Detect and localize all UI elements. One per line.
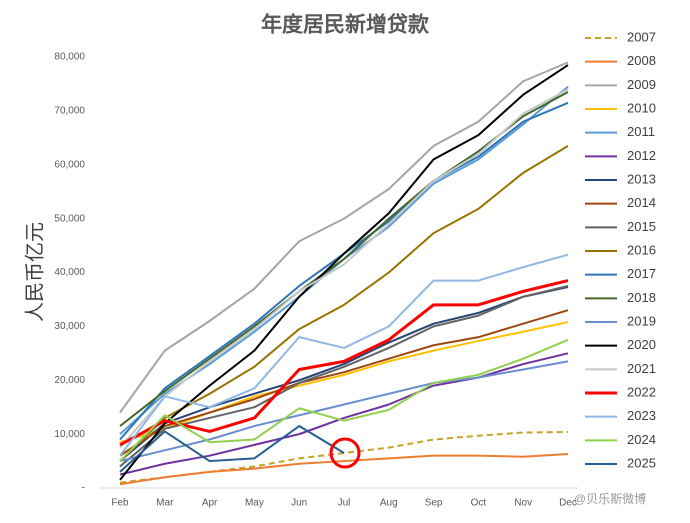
series-line xyxy=(119,88,569,449)
legend-label: 2018 xyxy=(627,290,656,305)
series-line xyxy=(119,253,569,457)
legend-label: 2015 xyxy=(627,219,656,234)
series-line xyxy=(119,425,345,473)
y-tick-label: 20,000 xyxy=(54,375,85,386)
legend-label: 2022 xyxy=(627,384,656,399)
x-tick-label: May xyxy=(245,498,264,509)
x-tick-label: Sep xyxy=(425,498,443,509)
legend-label: 2014 xyxy=(627,195,656,210)
x-tick-label: Oct xyxy=(471,498,487,509)
legend-label: 2012 xyxy=(627,148,656,163)
legend-label: 2023 xyxy=(627,408,656,423)
x-tick-label: Mar xyxy=(156,498,174,509)
x-tick-label: Dec xyxy=(559,498,577,509)
legend-label: 2020 xyxy=(627,337,656,352)
y-tick-label: - xyxy=(82,483,85,494)
series-line xyxy=(119,61,569,414)
legend-label: 2011 xyxy=(627,124,655,139)
series-line xyxy=(119,338,569,462)
x-tick-label: Apr xyxy=(202,498,218,509)
series-line xyxy=(119,309,569,457)
legend-label: 2025 xyxy=(627,455,656,470)
series-line xyxy=(119,145,569,462)
legend-label: 2019 xyxy=(627,313,656,328)
x-tick-label: Nov xyxy=(514,498,532,509)
x-tick-label: Jul xyxy=(338,498,351,509)
legend-label: 2021 xyxy=(627,361,656,376)
watermark: @贝乐斯微博 xyxy=(574,491,646,506)
x-tick-label: Jun xyxy=(291,498,307,509)
y-tick-label: 30,000 xyxy=(54,321,85,332)
x-tick-label: Feb xyxy=(111,498,129,509)
legend-label: 2008 xyxy=(627,53,656,68)
series-line xyxy=(119,352,569,476)
y-tick-label: 70,000 xyxy=(54,106,85,117)
legend-label: 2013 xyxy=(627,171,656,186)
highlight-circle xyxy=(329,437,361,469)
legend-label: 2009 xyxy=(627,77,656,92)
y-tick-label: 50,000 xyxy=(54,213,85,224)
y-tick-label: 10,000 xyxy=(54,429,85,440)
series-line xyxy=(119,453,569,486)
series-line xyxy=(119,279,569,447)
x-tick-label: Aug xyxy=(380,498,398,509)
series-line xyxy=(119,64,569,481)
series-line xyxy=(119,360,569,463)
series-line xyxy=(119,286,569,462)
y-tick-label: 60,000 xyxy=(54,159,85,170)
legend-label: 2016 xyxy=(627,242,656,257)
y-tick-label: 40,000 xyxy=(54,267,85,278)
y-axis-label: 人民币亿元 xyxy=(23,222,46,322)
legend-label: 2017 xyxy=(627,266,656,281)
legend-label: 2007 xyxy=(627,29,656,44)
legend-label: 2010 xyxy=(627,100,656,115)
series-line xyxy=(119,284,569,468)
y-tick-label: 80,000 xyxy=(54,52,85,63)
legend-label: 2024 xyxy=(627,432,656,447)
chart-title: 年度居民新增贷款 xyxy=(261,13,430,37)
